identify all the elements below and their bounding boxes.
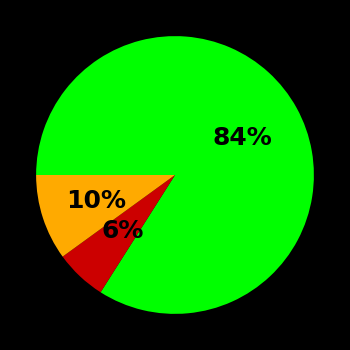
Wedge shape [36, 175, 175, 257]
Text: 10%: 10% [66, 189, 126, 213]
Wedge shape [63, 175, 175, 292]
Wedge shape [36, 36, 314, 314]
Text: 84%: 84% [212, 126, 272, 150]
Text: 6%: 6% [102, 219, 144, 243]
